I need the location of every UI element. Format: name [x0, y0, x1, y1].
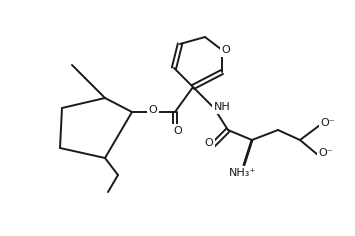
Text: O: O — [174, 126, 182, 136]
Text: O⁻: O⁻ — [321, 118, 335, 128]
Text: O⁻: O⁻ — [319, 148, 333, 158]
Text: NH₃⁺: NH₃⁺ — [228, 168, 256, 178]
Text: NH: NH — [214, 102, 230, 112]
Text: O: O — [149, 105, 157, 115]
Text: O: O — [222, 45, 230, 55]
Text: O: O — [204, 138, 213, 148]
